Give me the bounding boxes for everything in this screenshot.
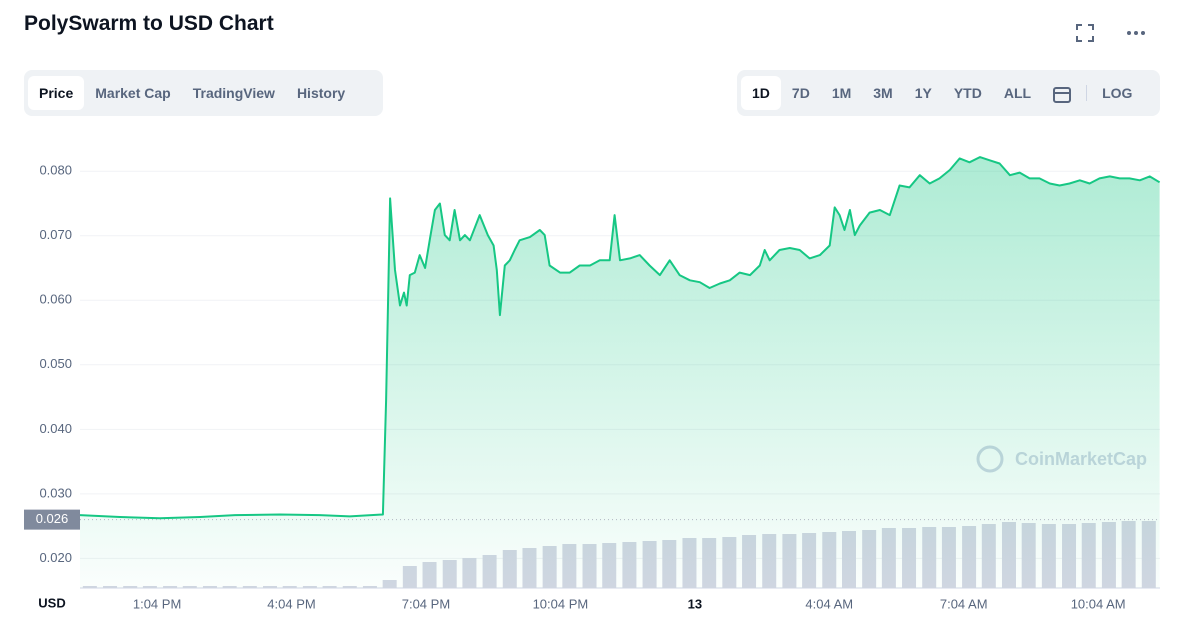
volume-bar [362, 586, 377, 588]
calendar-button[interactable] [1042, 79, 1082, 108]
log-button[interactable]: LOG [1102, 85, 1133, 101]
volume-bar [822, 532, 837, 588]
volume-bar [841, 531, 856, 588]
volume-bar [222, 586, 237, 588]
range-button[interactable]: 7D [791, 85, 810, 101]
x-tick-label: 1:04 PM [133, 596, 181, 611]
volume-bar [622, 542, 637, 588]
range-button[interactable]: 3M [873, 85, 893, 101]
x-tick-label: 10:04 AM [1071, 596, 1126, 611]
volume-bar [542, 546, 557, 588]
volume-bar [442, 560, 457, 588]
tab[interactable]: Market Cap [95, 85, 171, 101]
volume-bar [941, 527, 956, 588]
volume-bar [1001, 522, 1016, 588]
volume-bar [1062, 524, 1077, 588]
range-button[interactable]: 1Y [914, 85, 932, 101]
watermark: CoinMarketCap [1015, 449, 1147, 469]
volume-bar [642, 541, 657, 588]
volume-bar [502, 550, 517, 588]
volume-bar [82, 586, 97, 588]
volume-bar [562, 544, 577, 588]
volume-bar [662, 540, 677, 588]
range-button[interactable]: 1D [741, 76, 781, 110]
volume-bar [103, 586, 118, 588]
x-axis-label: USD [38, 595, 65, 610]
volume-bar [582, 544, 597, 588]
tab[interactable]: TradingView [192, 85, 275, 101]
separator [1086, 85, 1088, 101]
volume-bar [202, 586, 217, 588]
watermark-logo [976, 445, 1004, 473]
volume-bar [981, 524, 996, 588]
volume-bar [482, 555, 497, 588]
range-button[interactable]: ALL [1003, 85, 1032, 101]
range-button[interactable]: 1M [831, 85, 852, 101]
x-tick-label: 4:04 AM [805, 596, 853, 611]
x-tick-label: 7:04 AM [940, 596, 988, 611]
volume-bar [902, 528, 917, 588]
icon [1053, 86, 1072, 103]
volume-bar [802, 533, 817, 588]
volume-bar [142, 586, 157, 588]
volume-bar [881, 528, 896, 588]
tab-bar: Price Market Cap TradingView History [24, 70, 383, 116]
volume-bar [1021, 523, 1036, 588]
volume-bar [702, 538, 717, 588]
volume-bar [163, 586, 178, 588]
range-button[interactable]: YTD [953, 85, 982, 101]
y-tick-label: 0.030 [39, 485, 72, 500]
volume-bar [182, 586, 197, 588]
x-tick-label: 4:04 PM [267, 596, 315, 611]
volume-bar [302, 586, 317, 588]
volume-bar [1041, 524, 1056, 588]
x-tick-label: 13 [688, 596, 702, 611]
x-tick-label: 10:04 PM [533, 596, 589, 611]
volume-bar [462, 558, 477, 588]
tab[interactable]: History [296, 85, 346, 101]
volume-bar [782, 534, 797, 588]
tab[interactable]: Price [28, 76, 85, 110]
volume-bar [282, 586, 297, 588]
volume-bar [322, 586, 337, 588]
chart-title: PolySwarm to USD Chart [24, 12, 274, 35]
volume-bar [263, 586, 278, 588]
volume-bar [342, 586, 357, 588]
volume-bar [962, 526, 977, 588]
volume-bar [862, 530, 877, 588]
y-tick-label: 0.080 [39, 163, 72, 178]
icon [1076, 24, 1094, 42]
current-price-label: 0.026 [36, 511, 69, 526]
current-price-box [24, 509, 80, 530]
volume-bar [602, 543, 617, 588]
volume-bar [922, 527, 937, 588]
y-tick-label: 0.040 [39, 421, 72, 436]
icon [1127, 31, 1145, 35]
price-line [79, 156, 1161, 520]
volume-bar [402, 566, 417, 588]
y-tick-label: 0.070 [39, 227, 72, 242]
volume-bar [1141, 521, 1156, 588]
volume-bar [242, 586, 257, 588]
volume-bar [1121, 521, 1136, 588]
volume-bar [742, 535, 757, 588]
volume-bar [762, 534, 777, 588]
volume-bar [1101, 522, 1116, 588]
range-bar: 1D 7D 1M 3M 1Y YTD ALL LOG [737, 70, 1160, 116]
volume-bar [422, 562, 437, 588]
more-icon[interactable] [1126, 24, 1146, 42]
volume-bar [722, 537, 737, 588]
volume-bar [123, 586, 138, 588]
y-tick-label: 0.060 [39, 292, 72, 307]
volume-bar [522, 548, 537, 588]
x-tick-label: 7:04 PM [402, 596, 450, 611]
volume-bar [682, 538, 697, 588]
y-tick-label: 0.020 [39, 550, 72, 565]
volume-bar [1081, 523, 1096, 588]
y-tick-label: 0.050 [39, 356, 72, 371]
price-area [80, 157, 1160, 588]
volume-bar [382, 580, 397, 588]
fullscreen-icon[interactable] [1076, 24, 1094, 42]
